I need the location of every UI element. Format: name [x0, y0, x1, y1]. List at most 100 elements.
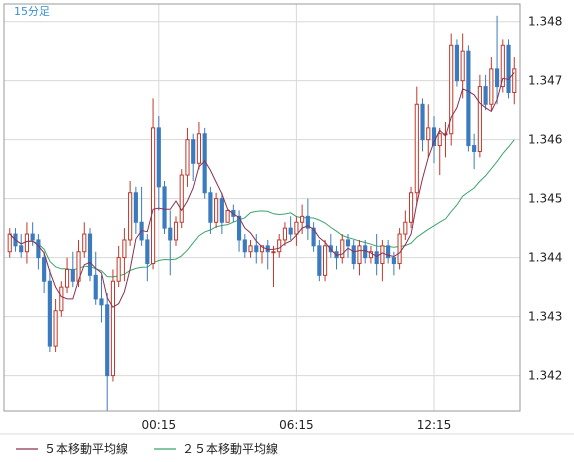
candle	[472, 133, 477, 170]
y-tick-label: 1.342	[528, 369, 562, 383]
candle-body	[7, 233, 12, 253]
candle-body	[294, 221, 299, 235]
candle	[36, 234, 41, 270]
candle-body	[391, 257, 396, 265]
candle-body	[311, 227, 316, 247]
candle-body	[191, 139, 196, 164]
candle	[248, 239, 253, 258]
candle-body	[173, 221, 179, 241]
candle-body	[466, 50, 471, 147]
x-tick-label: 06:15	[279, 418, 314, 432]
candle	[139, 186, 144, 246]
candle-body	[380, 245, 385, 265]
candle	[386, 239, 391, 264]
candle-body	[99, 298, 104, 306]
candle-body	[19, 245, 24, 253]
candle	[282, 222, 288, 246]
candle	[82, 222, 87, 258]
candle-body	[150, 127, 156, 265]
candle	[483, 74, 488, 111]
candle	[271, 245, 276, 288]
candle-body	[254, 245, 259, 253]
candle-body	[426, 127, 431, 141]
candle-body	[185, 139, 190, 176]
candle	[122, 228, 127, 282]
candle-body	[208, 192, 213, 223]
candle	[494, 15, 500, 105]
ma5-line-group	[9, 72, 515, 308]
candle	[133, 186, 138, 235]
candle-body	[288, 227, 293, 235]
candle	[242, 234, 247, 258]
candle	[374, 234, 379, 276]
candle	[265, 239, 270, 270]
candle	[489, 57, 494, 111]
candle-body	[30, 233, 35, 241]
candle	[380, 239, 385, 282]
candle-body	[214, 198, 219, 223]
candle	[87, 228, 93, 282]
candle-body	[472, 145, 477, 152]
candle	[466, 45, 471, 152]
candle	[363, 239, 368, 264]
candle-body	[64, 268, 70, 288]
candle	[294, 216, 299, 246]
candle-body	[512, 68, 517, 93]
candle-body	[374, 251, 379, 265]
candle	[431, 116, 437, 164]
candle	[150, 98, 156, 270]
candle-body	[408, 192, 414, 223]
candle-body	[420, 103, 425, 141]
candle-body	[93, 274, 98, 300]
candle	[116, 245, 121, 288]
y-tick-label: 1.343	[528, 310, 562, 324]
candle	[42, 251, 47, 294]
candle	[179, 169, 184, 229]
candle-body	[24, 233, 30, 253]
ma25-line-group	[9, 139, 515, 278]
candle-body	[460, 50, 465, 82]
candle-body	[351, 245, 356, 265]
candle-body	[162, 186, 167, 229]
candle	[454, 39, 460, 87]
candle	[426, 104, 431, 158]
candle	[214, 192, 219, 229]
candle	[506, 39, 511, 99]
candle	[322, 239, 328, 282]
candle-body	[53, 310, 58, 347]
candle	[53, 298, 58, 353]
y-tick-label: 1.345	[528, 192, 562, 206]
candle-body	[397, 233, 402, 265]
candle	[500, 39, 505, 93]
x-tick-label: 00:15	[142, 418, 177, 432]
candle-body	[483, 86, 488, 105]
candle	[208, 186, 213, 235]
candle-body	[386, 245, 391, 259]
candle-body	[317, 245, 322, 276]
candle	[288, 216, 293, 240]
candle	[512, 57, 517, 105]
candle	[47, 269, 52, 353]
candle-body	[477, 86, 482, 152]
candle-body	[431, 127, 437, 147]
candle	[449, 33, 454, 146]
candle-body	[219, 198, 224, 223]
x-axis-ticks: 00:15 06:15 12:15	[142, 418, 452, 432]
candle	[7, 228, 12, 258]
candle-body	[282, 227, 288, 241]
candle	[225, 209, 230, 223]
candle	[277, 234, 282, 258]
candle-body	[300, 215, 305, 223]
candle-body	[489, 68, 494, 105]
candle	[345, 234, 351, 258]
candle	[196, 121, 202, 170]
candle	[403, 210, 408, 240]
candles-group	[7, 15, 517, 411]
plot-frame	[3, 3, 521, 412]
candle-body	[345, 239, 351, 247]
candle	[93, 251, 98, 305]
candle	[300, 204, 305, 235]
candle-body	[322, 245, 328, 276]
candle-body	[449, 44, 454, 135]
candle	[368, 245, 374, 264]
